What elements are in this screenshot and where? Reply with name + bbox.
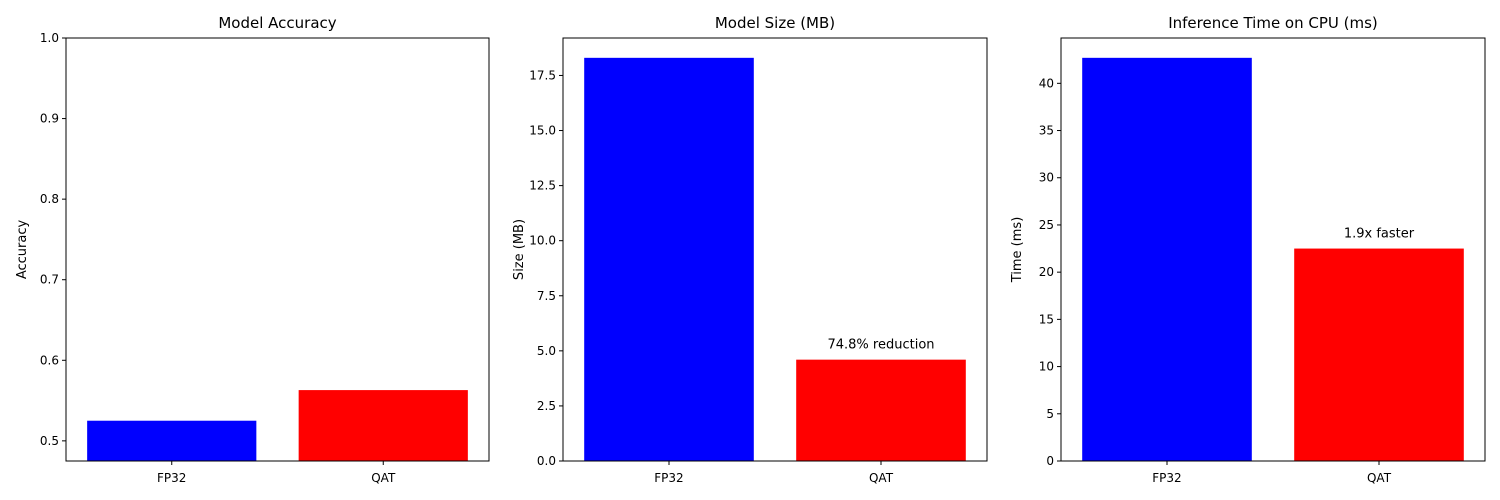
axes-frame — [562, 37, 988, 462]
y-tick-label: 17.5 — [529, 68, 556, 82]
y-tick-label: 5.0 — [537, 344, 556, 358]
y-tick-label: 5 — [1046, 407, 1054, 421]
y-tick-label: 10.0 — [529, 234, 556, 248]
bar-qat — [1294, 248, 1464, 461]
y-tick-label: 0.8 — [40, 192, 59, 206]
axes-frame — [65, 37, 490, 462]
x-tick-label: QAT — [869, 471, 894, 485]
x-tick-label: FP32 — [654, 471, 683, 485]
model-size-chart: Model Size (MB) Size (MB) FP32 QAT 74.8% r… — [512, 14, 988, 485]
y-tick-label: 30 — [1039, 171, 1054, 185]
bar-qat — [796, 359, 966, 461]
y-tick-label: 35 — [1039, 124, 1054, 138]
y-tick-label: 0.0 — [537, 454, 556, 468]
chart-title: Model Accuracy — [218, 14, 336, 32]
x-tick-label: QAT — [371, 471, 396, 485]
accuracy-chart: Model Accuracy Accuracy FP32 QAT 0.5 0.6 0.7… — [15, 14, 490, 485]
bar-fp32 — [1082, 57, 1252, 461]
bar-fp32 — [87, 420, 257, 461]
y-tick-label: 15 — [1039, 312, 1054, 326]
chart-title: Inference Time on CPU (ms) — [1168, 14, 1378, 32]
y-tick-label: 0 — [1046, 454, 1054, 468]
y-tick-label: 20 — [1039, 265, 1054, 279]
x-tick-label: FP32 — [157, 471, 186, 485]
y-tick-label: 10 — [1039, 360, 1054, 374]
bar-annotation: 1.9x faster — [1344, 227, 1415, 242]
y-tick-label: 15.0 — [529, 124, 556, 138]
bar-fp32 — [584, 57, 754, 461]
axes-frame — [1060, 37, 1486, 462]
y-tick-label: 2.5 — [537, 399, 556, 413]
y-tick-label: 7.5 — [537, 289, 556, 303]
y-tick-label: 0.5 — [40, 434, 59, 448]
y-tick-label: 0.9 — [40, 112, 59, 126]
x-tick-label: QAT — [1367, 471, 1392, 485]
bar-qat — [298, 390, 468, 461]
inference-time-chart: Inference Time on CPU (ms) Time (ms) FP3… — [1010, 14, 1486, 485]
y-axis-label: Size (MB) — [512, 219, 527, 280]
bar-annotation: 74.8% reduction — [827, 338, 934, 353]
y-tick-label: 0.6 — [40, 353, 59, 367]
y-tick-label: 0.7 — [40, 273, 59, 287]
y-tick-label: 12.5 — [529, 179, 556, 193]
x-tick-label: FP32 — [1152, 471, 1181, 485]
y-tick-label: 1.0 — [40, 31, 59, 45]
y-tick-label: 40 — [1039, 76, 1054, 90]
chart-title: Model Size (MB) — [715, 14, 835, 32]
y-tick-label: 25 — [1039, 218, 1054, 232]
y-axis-label: Accuracy — [15, 220, 30, 280]
y-axis-label: Time (ms) — [1010, 217, 1025, 284]
